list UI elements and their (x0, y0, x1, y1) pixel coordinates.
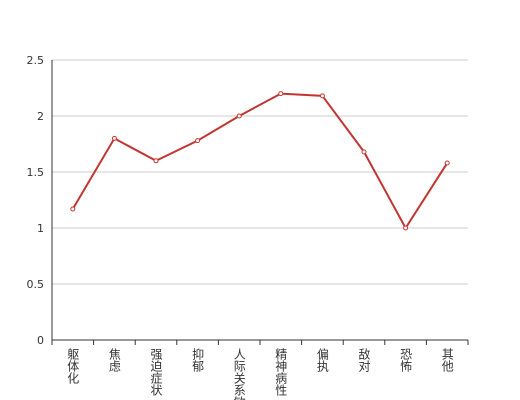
x-tick-label: 焦虑 (107, 348, 121, 372)
x-tick-label: 恐怖 (399, 348, 413, 372)
point (278, 91, 284, 97)
x-tick-label: 偏执 (315, 347, 329, 373)
y-tick-label: 0 (37, 334, 44, 347)
point (361, 149, 367, 155)
point (319, 93, 325, 99)
x-tick-label: 敌对 (357, 347, 371, 372)
y-tick-label: 2 (37, 110, 44, 123)
point (153, 158, 159, 164)
y-tick-label: 1 (37, 222, 44, 235)
y-tick-label: 2.5 (27, 54, 45, 67)
point (444, 160, 450, 166)
line (71, 92, 449, 230)
point (111, 135, 117, 141)
x-tick-label: 人际关系敏感 (232, 348, 246, 400)
y-tick-label: 0.5 (27, 278, 45, 291)
x-tick-label: 躯体化 (66, 347, 80, 385)
x-tick-label: 抑郁 (191, 347, 205, 373)
point (70, 206, 76, 212)
x-tick-label: 强迫症状 (149, 348, 163, 396)
point (195, 138, 201, 144)
x-tick-label: 精神病性 (274, 348, 288, 397)
x-tick-label: 其他 (440, 348, 454, 372)
point (236, 113, 242, 119)
y-tick-label: 1.5 (27, 166, 45, 179)
point (403, 225, 409, 231)
